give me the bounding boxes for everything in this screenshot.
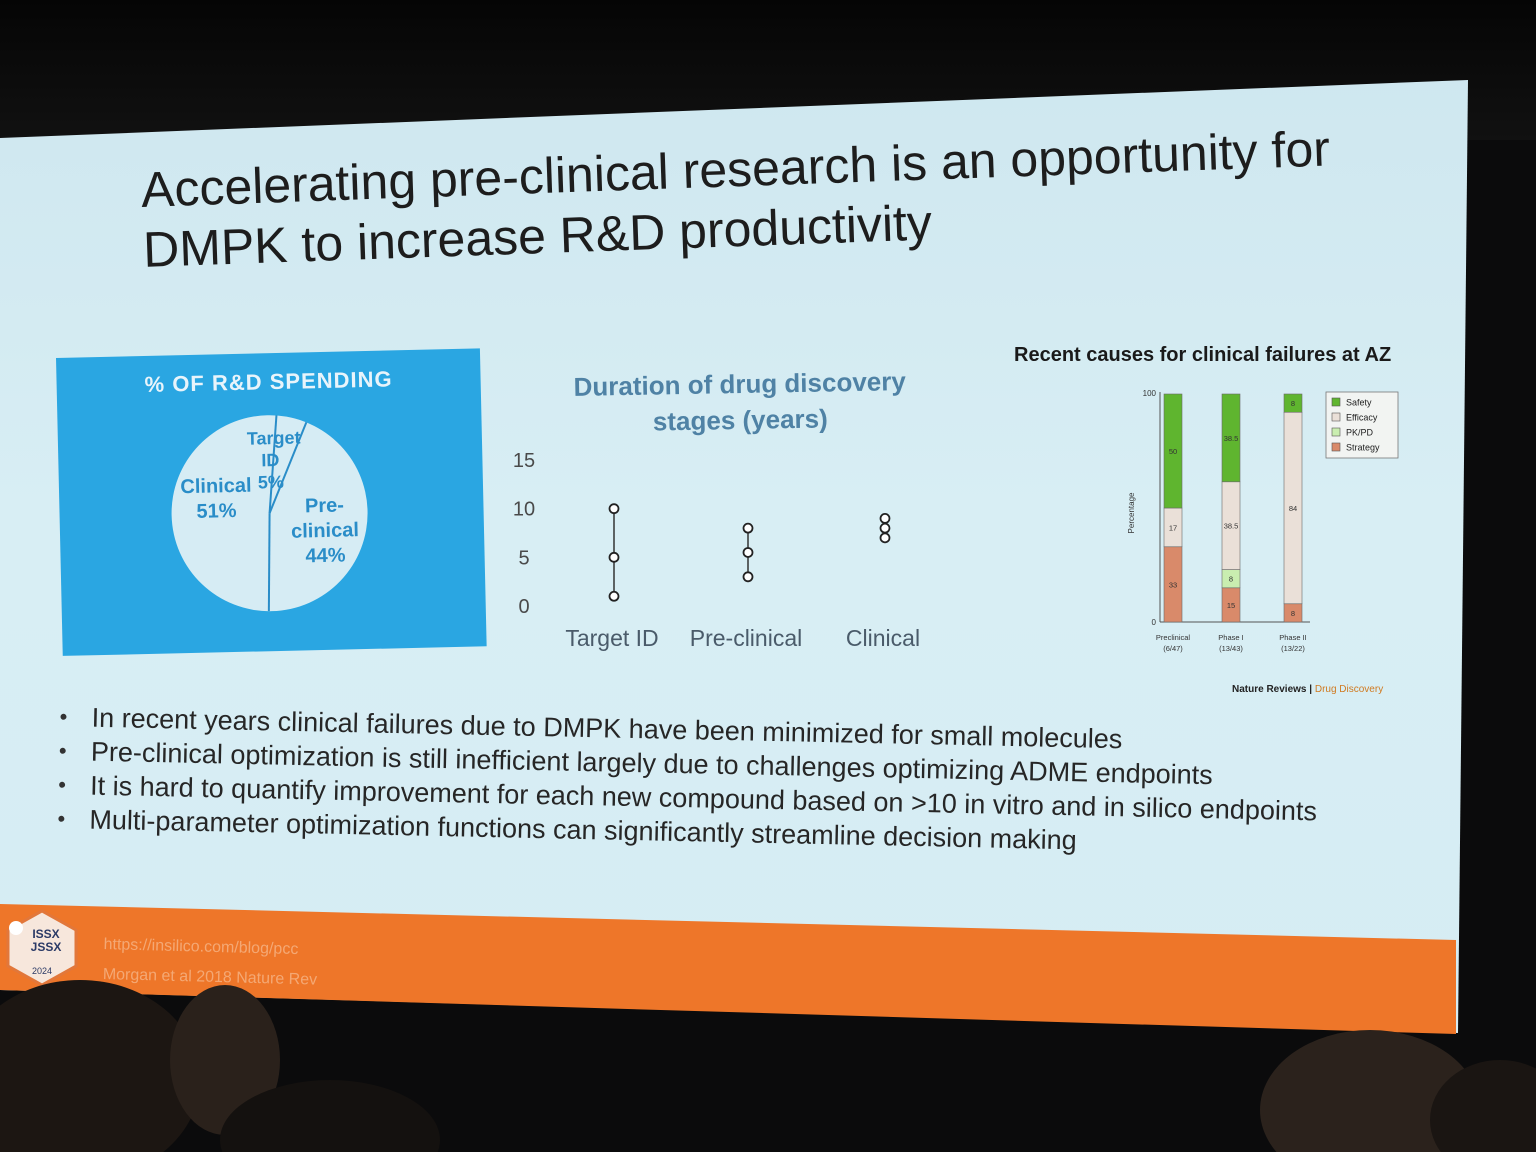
- az-bar-value-label: 84: [1289, 504, 1297, 513]
- az-bar-value-label: 15: [1227, 601, 1235, 610]
- duration-point: [742, 571, 754, 583]
- duration-category-label: Target ID: [565, 625, 658, 651]
- az-legend-swatch: [1331, 397, 1341, 407]
- az-category-sublabel: (6/47): [1163, 644, 1183, 653]
- az-legend-swatch: [1331, 427, 1341, 437]
- az-legend-label: Efficacy: [1346, 413, 1378, 423]
- az-bar-segment: [1283, 393, 1303, 413]
- duration-point: [608, 551, 620, 563]
- duration-point: [742, 522, 754, 534]
- az-bar-value-label: 17: [1169, 523, 1177, 532]
- az-ytick-100: 100: [1143, 389, 1157, 398]
- duration-category-label: Pre-clinical: [690, 625, 802, 651]
- az-legend-label: Strategy: [1346, 443, 1380, 453]
- duration-ytick: 10: [513, 499, 535, 521]
- pie-slice-boundary: [267, 513, 271, 612]
- logo-line2: JSSX: [31, 940, 62, 954]
- az-category-sublabel: (13/22): [1281, 644, 1305, 653]
- rd-spending-panel: % OF R&D SPENDING Clinical 51% Target ID…: [56, 348, 487, 656]
- az-chart-title: Recent causes for clinical failures at A…: [1014, 344, 1392, 366]
- duration-point: [608, 503, 620, 515]
- duration-point: [879, 513, 891, 524]
- az-legend-label: PK/PD: [1346, 428, 1374, 438]
- az-bar-segment: [1163, 393, 1183, 509]
- nature-reviews-credit: Nature Reviews | Drug Discovery: [1232, 684, 1384, 695]
- duration-category-label: Clinical: [846, 625, 920, 651]
- logo-year: 2024: [32, 966, 52, 976]
- duration-chart: 15 10 5 0 Target ID Pre-clinical Clinical: [513, 450, 920, 651]
- duration-ytick: 0: [518, 596, 529, 618]
- az-bar-value-label: 33: [1169, 580, 1177, 589]
- az-bar-value-label: 8: [1229, 575, 1233, 584]
- nature-reviews-section: Drug Discovery: [1314, 684, 1384, 695]
- duration-point: [608, 590, 620, 602]
- az-bar-value-label: 38.5: [1224, 434, 1239, 443]
- logo-line1: ISSX: [32, 927, 59, 941]
- az-legend-label: Safety: [1346, 398, 1372, 408]
- pie-slice-boundary: [268, 421, 308, 514]
- az-bar-value-label: 38.5: [1224, 522, 1239, 531]
- az-bar-value-label: 8: [1291, 399, 1295, 408]
- az-legend-swatch: [1331, 442, 1341, 452]
- pie-slice-boundary: [268, 415, 278, 514]
- az-legend-swatch: [1331, 412, 1341, 422]
- az-ytick-0: 0: [1152, 618, 1157, 627]
- az-category-label: Preclinical: [1156, 633, 1191, 642]
- duration-point: [742, 547, 754, 558]
- nature-reviews-journal: Nature Reviews: [1232, 684, 1307, 695]
- az-stacked-bar-chart: Percentage 100 0 33 17 50 15 8 38.5 38.5 8 84 8 P…: [1127, 389, 1399, 653]
- az-bar-segment: [1221, 393, 1241, 483]
- az-category-sublabel: (13/43): [1219, 644, 1243, 653]
- duration-ytick: 5: [518, 547, 529, 569]
- az-category-label: Phase I: [1218, 633, 1243, 642]
- duration-ytick: 15: [513, 450, 535, 472]
- issx-jssx-logo: ISSX JSSX 2024: [6, 909, 78, 987]
- flower-icon: [9, 921, 23, 935]
- az-category-label: Phase II: [1279, 633, 1307, 642]
- az-y-axis-label: Percentage: [1127, 492, 1136, 533]
- az-bar-value-label: 8: [1291, 609, 1295, 618]
- pie-chart: [171, 415, 368, 612]
- az-bar-value-label: 50: [1169, 447, 1177, 456]
